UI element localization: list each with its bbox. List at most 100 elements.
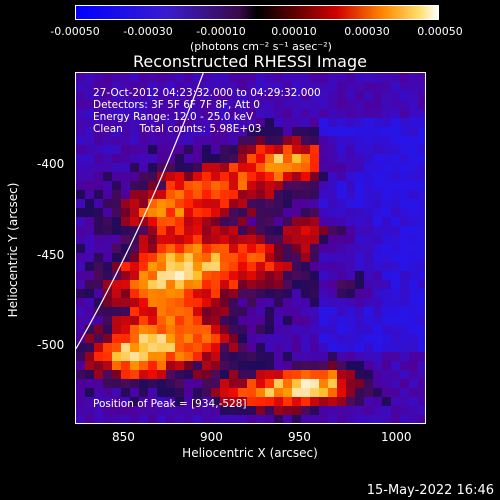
heatmap-cell [94, 262, 104, 272]
heatmap-cell [274, 415, 284, 423]
heatmap-cell [229, 109, 239, 119]
heatmap-cell [346, 235, 356, 245]
heatmap-cell [220, 289, 230, 299]
heatmap-cell [400, 415, 410, 423]
colorbar-tick-label: 0.00010 [271, 25, 317, 38]
heatmap-cell [229, 244, 239, 254]
heatmap-cell [391, 190, 401, 200]
heatmap-cell [220, 316, 230, 326]
heatmap-cell [103, 145, 113, 155]
heatmap-cell [112, 217, 122, 227]
heatmap-cell [247, 109, 257, 119]
heatmap-cell [373, 307, 383, 317]
heatmap-cell [292, 406, 302, 416]
heatmap-cell [202, 217, 212, 227]
heatmap-cell [301, 154, 311, 164]
heatmap-cell [409, 316, 419, 326]
heatmap-cell [283, 73, 293, 83]
heatmap-cell [130, 352, 140, 362]
heatmap-cell [166, 289, 176, 299]
heatmap-cell [355, 190, 365, 200]
heatmap-cell [238, 163, 248, 173]
heatmap-cell [355, 208, 365, 218]
heatmap-cell [184, 316, 194, 326]
heatmap-cell [121, 352, 131, 362]
heatmap-cell [229, 262, 239, 272]
heatmap-cell [319, 406, 329, 416]
heatmap-cell [328, 388, 338, 398]
heatmap-cell [103, 379, 113, 389]
heatmap-cell [148, 226, 158, 236]
heatmap-cell [193, 334, 203, 344]
heatmap-cell [364, 361, 374, 371]
heatmap-cell [364, 91, 374, 101]
heatmap-cell [364, 289, 374, 299]
heatmap-cell [346, 316, 356, 326]
heatmap-cell [418, 235, 425, 245]
heatmap-cell [319, 163, 329, 173]
heatmap-cell [211, 298, 221, 308]
heatmap-cell [94, 100, 104, 110]
heatmap-cell [418, 289, 425, 299]
heatmap-cell [85, 280, 95, 290]
heatmap-cell [211, 109, 221, 119]
heatmap-cell [220, 199, 230, 209]
heatmap-cell [373, 244, 383, 254]
heatmap-cell [373, 253, 383, 263]
heatmap-cell [85, 325, 95, 335]
heatmap-cell [193, 289, 203, 299]
heatmap-cell [265, 406, 275, 416]
heatmap-cell [400, 145, 410, 155]
heatmap-cell [319, 361, 329, 371]
heatmap-cell [130, 334, 140, 344]
heatmap-cell [184, 253, 194, 263]
heatmap-cell [166, 325, 176, 335]
heatmap-cell [265, 73, 275, 83]
heatmap-cell [265, 82, 275, 92]
heatmap-cell [166, 217, 176, 227]
heatmap-cell [139, 118, 149, 128]
heatmap-cell [157, 406, 167, 416]
heatmap-cell [94, 217, 104, 227]
heatmap-cell [373, 118, 383, 128]
heatmap-cell [310, 379, 320, 389]
heatmap-cell [364, 199, 374, 209]
heatmap-cell [103, 217, 113, 227]
heatmap-cell [274, 235, 284, 245]
heatmap-cell [247, 226, 257, 236]
heatmap-cell [184, 352, 194, 362]
heatmap-cell [283, 91, 293, 101]
heatmap-cell [211, 244, 221, 254]
heatmap-cell [292, 163, 302, 173]
heatmap-cell [409, 208, 419, 218]
heatmap-cell [202, 172, 212, 182]
heatmap-cell [364, 253, 374, 263]
heatmap-cell [355, 199, 365, 209]
heatmap-cell [193, 172, 203, 182]
heatmap-cell [202, 415, 212, 423]
heatmap-cell [391, 343, 401, 353]
heatmap-cell [157, 208, 167, 218]
heatmap-cell [76, 343, 86, 353]
heatmap-cell [319, 370, 329, 380]
heatmap-cell [211, 217, 221, 227]
heatmap-cell [274, 199, 284, 209]
heatmap-cell [337, 73, 347, 83]
heatmap-cell [121, 145, 131, 155]
heatmap-cell [202, 226, 212, 236]
heatmap-cell [328, 226, 338, 236]
heatmap-cell [256, 118, 266, 128]
heatmap-cell [112, 370, 122, 380]
heatmap-cell [382, 397, 392, 407]
heatmap-cell [247, 118, 257, 128]
heatmap-cell [373, 136, 383, 146]
heatmap-cell [175, 244, 185, 254]
heatmap-cell [346, 298, 356, 308]
heatmap-cell [148, 388, 158, 398]
heatmap-cell [418, 343, 425, 353]
heatmap-cell [418, 244, 425, 254]
heatmap-cell [184, 289, 194, 299]
heatmap-cell [175, 316, 185, 326]
heatmap-cell [130, 316, 140, 326]
heatmap-cell [211, 73, 221, 83]
